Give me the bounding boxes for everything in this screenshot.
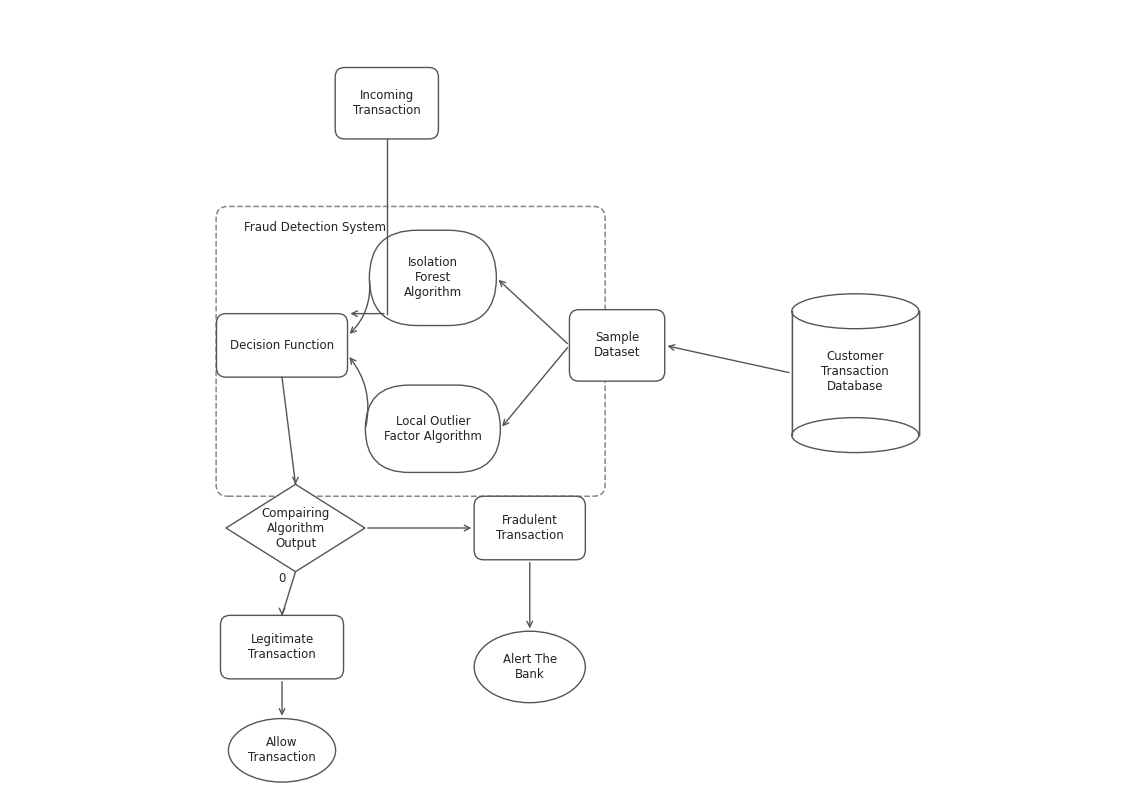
FancyBboxPatch shape (569, 310, 665, 381)
Text: Incoming
Transaction: Incoming Transaction (353, 89, 421, 118)
Text: Decision Function: Decision Function (230, 339, 334, 352)
Text: Isolation
Forest
Algorithm: Isolation Forest Algorithm (404, 256, 462, 299)
Ellipse shape (228, 719, 336, 782)
Text: Customer
Transaction
Database: Customer Transaction Database (821, 350, 889, 393)
Text: Allow
Transaction: Allow Transaction (248, 736, 316, 765)
Ellipse shape (474, 631, 585, 703)
Ellipse shape (792, 294, 919, 329)
Polygon shape (226, 484, 365, 572)
FancyBboxPatch shape (365, 385, 501, 472)
Text: Local Outlier
Factor Algorithm: Local Outlier Factor Algorithm (384, 414, 482, 443)
Text: 0: 0 (279, 572, 285, 584)
Text: Alert The
Bank: Alert The Bank (503, 653, 557, 681)
FancyBboxPatch shape (474, 496, 585, 560)
Text: Legitimate
Transaction: Legitimate Transaction (248, 633, 316, 661)
FancyBboxPatch shape (220, 615, 344, 679)
FancyBboxPatch shape (335, 67, 438, 139)
Text: Compairing
Algorithm
Output: Compairing Algorithm Output (262, 507, 330, 549)
FancyBboxPatch shape (217, 314, 347, 377)
Text: Fradulent
Transaction: Fradulent Transaction (496, 514, 564, 542)
Text: Fraud Detection System: Fraud Detection System (244, 221, 386, 233)
Polygon shape (792, 311, 919, 435)
Ellipse shape (792, 418, 919, 453)
Text: Sample
Dataset: Sample Dataset (594, 331, 640, 360)
FancyBboxPatch shape (369, 230, 496, 326)
